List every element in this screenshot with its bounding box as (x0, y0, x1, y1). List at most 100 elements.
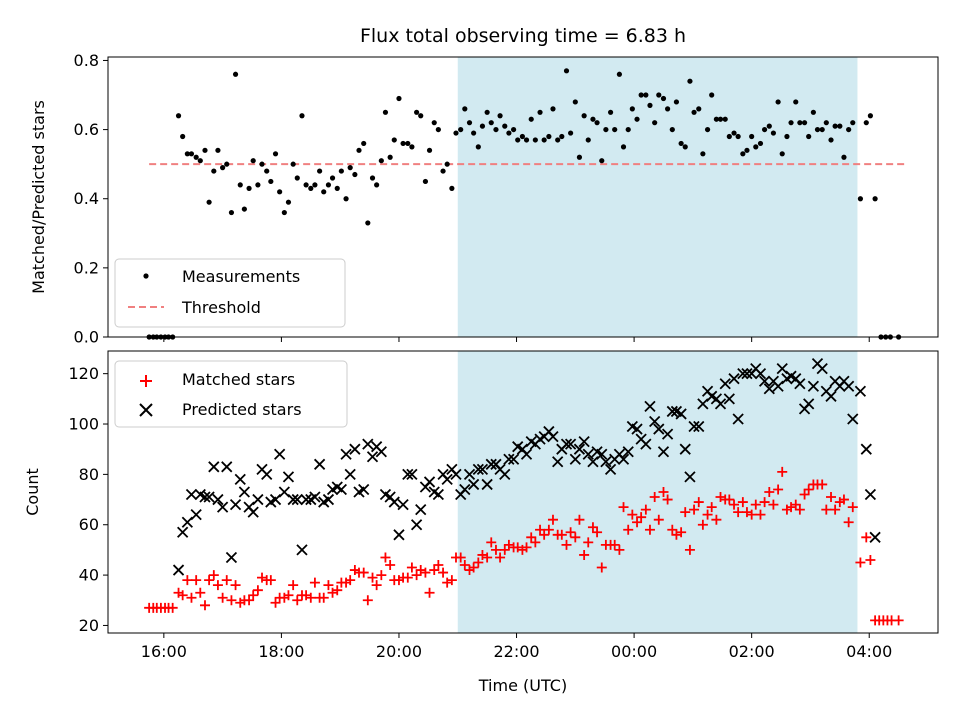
predicted-stars-point (238, 486, 251, 498)
y-tick-label: 80 (79, 465, 99, 484)
matched-stars-point (632, 517, 643, 528)
matched-stars-point (362, 595, 373, 606)
matched-stars-point (623, 524, 634, 535)
predicted-stars-point (282, 471, 295, 483)
predicted-stars-point (693, 420, 705, 433)
matched-stars-point (614, 544, 625, 555)
matched-stars-point (711, 514, 722, 525)
predicted-stars-point (423, 476, 436, 488)
measurement-point (696, 106, 702, 112)
predicted-stars-point (190, 509, 202, 521)
predicted-stars-point (854, 385, 867, 397)
predicted-stars-point (450, 468, 462, 481)
measurement-point (726, 133, 732, 140)
predicted-stars-point (617, 453, 630, 465)
matched-stars-point (323, 580, 334, 591)
predicted-stars-point (185, 488, 198, 501)
predicted-stars-point (300, 493, 312, 506)
matched-stars-point (689, 504, 700, 515)
measurement-point (277, 189, 283, 195)
predicted-stars-point (573, 443, 586, 455)
legend-measurements-marker (143, 273, 149, 279)
measurement-point (391, 137, 397, 143)
measurement-point (325, 182, 332, 188)
matched-stars-point (265, 575, 276, 586)
matched-stars-point (644, 524, 655, 535)
predicted-stars-point (397, 498, 409, 511)
ratio-panel: 0.0 0.2 0.4 0.6 0.8 Flux total observing tim… (29, 25, 939, 347)
measurement-point (268, 178, 274, 185)
x-tick-label: 16:00 (141, 642, 187, 661)
matched-stars-point (535, 524, 546, 535)
measurement-point (303, 182, 309, 188)
predicted-stars-point (313, 458, 326, 470)
matched-stars-point (318, 592, 329, 603)
matched-stars-point (486, 537, 497, 548)
measurement-point (405, 140, 411, 147)
measurement-point (823, 120, 829, 126)
measurement-point (612, 126, 618, 133)
predicted-stars-point (463, 468, 476, 481)
measurement-point (519, 133, 526, 140)
matched-stars-point (429, 565, 440, 576)
predicted-stars-point (644, 400, 656, 413)
predicted-stars-point (657, 446, 670, 458)
predicted-stars-point (393, 529, 405, 541)
predicted-stars-point (596, 448, 608, 460)
predicted-stars-point (366, 451, 379, 463)
predicted-stars-point (794, 378, 806, 390)
measurement-point (616, 71, 623, 77)
predicted-stars-point (216, 501, 229, 513)
predicted-stars-point (432, 488, 444, 501)
ratio-observing-window (457, 57, 858, 337)
matched-stars-point (587, 522, 598, 533)
matched-stars-point (847, 502, 858, 513)
predicted-stars-point (737, 368, 749, 380)
predicted-stars-point (758, 375, 771, 387)
measurement-point (224, 161, 230, 167)
predicted-stars-point (763, 383, 775, 395)
measurement-point (418, 113, 424, 119)
matched-stars-point (579, 549, 590, 560)
matched-stars-point (755, 509, 766, 520)
measurement-point (652, 120, 658, 126)
measurement-point (585, 137, 591, 143)
measurement-point (599, 158, 605, 164)
predicted-stars-point (296, 544, 308, 556)
predicted-stars-point (349, 443, 361, 455)
measurement-point (484, 109, 490, 115)
measurement-point (475, 144, 481, 150)
measurement-point (264, 168, 270, 174)
measurement-point (422, 178, 429, 185)
measurement-point (691, 109, 697, 115)
matched-stars-point (865, 554, 876, 565)
predicted-stars-point (291, 493, 303, 506)
predicted-stars-point (807, 380, 820, 392)
predicted-stars-point (225, 551, 238, 564)
measurement-point (546, 133, 552, 140)
matched-stars-point (693, 497, 704, 508)
predicted-stars-point (552, 456, 564, 468)
matched-stars-point (729, 499, 740, 510)
matched-stars-point (482, 552, 493, 563)
predicted-stars-point (406, 468, 418, 481)
measurement-point (784, 133, 790, 140)
matched-stars-point (191, 575, 202, 586)
matched-stars-point (627, 509, 638, 520)
matched-stars-point (208, 570, 219, 581)
predicted-stars-point (472, 463, 484, 475)
predicted-stars-point (714, 398, 727, 410)
measurement-point (444, 161, 450, 167)
measurement-point (356, 147, 362, 153)
matched-stars-point (649, 492, 660, 503)
predicted-stars-point (816, 362, 828, 375)
matched-stars-point (750, 499, 761, 510)
matched-stars-point (309, 577, 320, 588)
measurement-point (572, 99, 578, 105)
predicted-stars-point (653, 423, 665, 435)
measurement-point (770, 130, 777, 136)
measurement-point (396, 95, 402, 102)
x-tick-label: 00:00 (611, 642, 657, 661)
measurement-point (369, 175, 376, 181)
